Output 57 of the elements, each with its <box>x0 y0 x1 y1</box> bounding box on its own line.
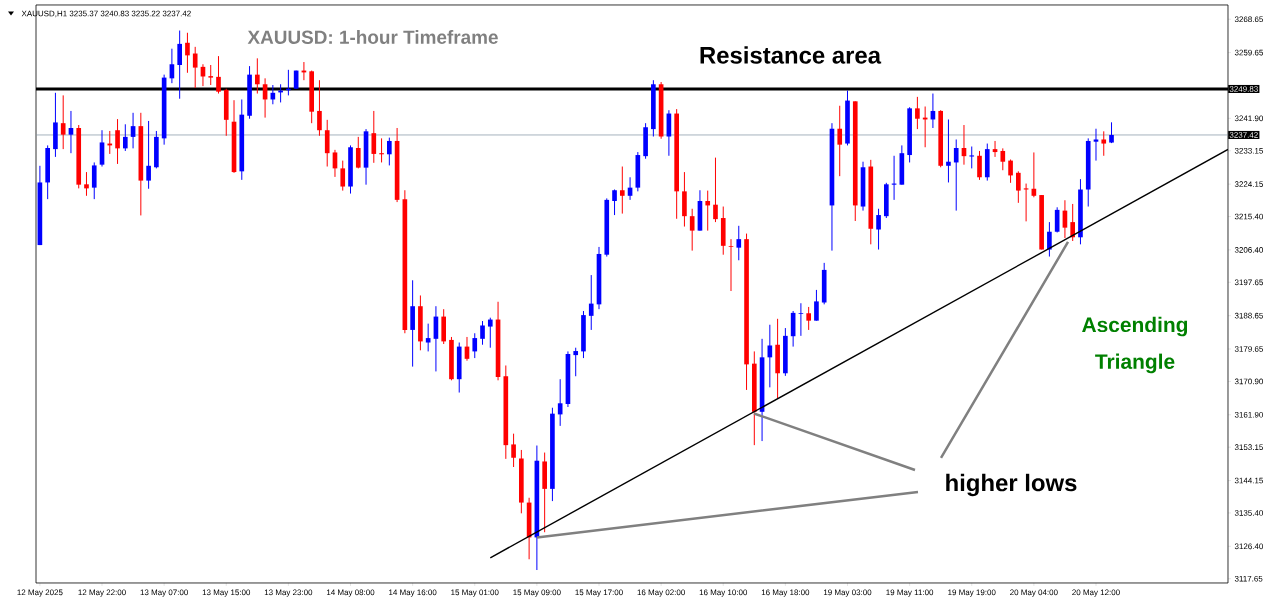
candlestick <box>837 105 843 177</box>
candlestick <box>379 137 384 163</box>
candlestick <box>355 136 361 169</box>
candlestick <box>84 171 89 197</box>
candlestick <box>619 166 625 215</box>
candlestick <box>1093 128 1099 162</box>
candlestick <box>487 317 493 349</box>
candlestick <box>1000 147 1006 171</box>
candlestick <box>573 347 579 377</box>
candlestick <box>216 55 221 95</box>
candlestick <box>122 123 128 152</box>
candlestick <box>511 433 516 468</box>
candlestick <box>324 119 330 168</box>
candlestick <box>977 150 982 181</box>
candlestick <box>1047 221 1052 258</box>
text: XAUUSD: 1-hour Timeframe <box>247 30 498 44</box>
candlestick <box>480 320 485 346</box>
candlestick <box>705 190 711 232</box>
candlestick <box>208 64 214 86</box>
candlestick <box>689 208 695 252</box>
candlestick <box>1101 130 1107 157</box>
candlestick <box>68 110 74 154</box>
candlestick <box>177 30 182 100</box>
candlestick <box>612 189 617 216</box>
candlestick <box>1008 158 1013 184</box>
candlestick <box>425 323 431 352</box>
candlestick <box>1070 203 1076 242</box>
candlestick <box>185 32 190 74</box>
candlestick <box>736 225 742 261</box>
candlestick <box>410 279 415 368</box>
candlestick <box>254 57 260 95</box>
candlestick <box>472 332 478 359</box>
candlestick <box>915 96 920 130</box>
candlestick <box>728 238 734 292</box>
candlestick <box>60 94 66 150</box>
candlestick <box>876 208 881 251</box>
candlestick <box>798 302 804 337</box>
candlestick <box>317 79 322 137</box>
candlestick <box>969 146 975 169</box>
candlestick <box>192 46 198 89</box>
candlestick <box>557 378 563 427</box>
candlestick <box>115 118 120 165</box>
annotation: higher lows <box>946 473 1077 497</box>
candlestick <box>588 274 594 331</box>
candlestick <box>371 110 377 164</box>
candlestick <box>91 161 97 200</box>
candlestick <box>387 137 392 166</box>
candlestick <box>806 306 811 331</box>
candlestick <box>340 160 346 192</box>
candlestick <box>953 138 959 212</box>
annotation: Resistance area <box>700 46 882 64</box>
annotation: Ascending Triangle <box>1082 316 1188 374</box>
candlestick <box>946 118 951 183</box>
candlestick <box>1016 170 1021 204</box>
candlestick <box>814 289 819 322</box>
candlestick <box>713 157 718 223</box>
candlestick <box>146 120 151 190</box>
